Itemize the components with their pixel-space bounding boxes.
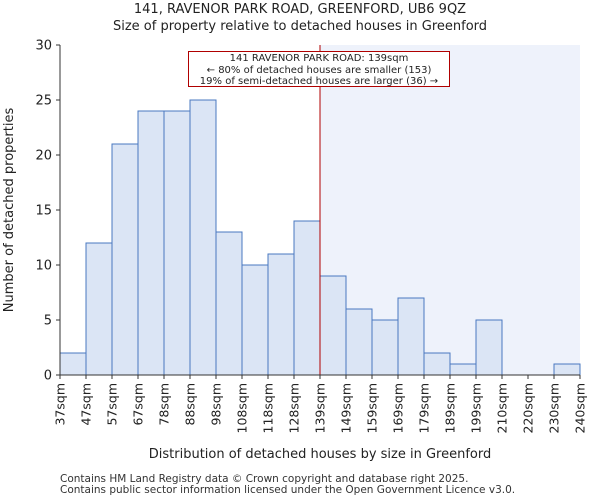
x-tick-label: 67sqm (131, 383, 146, 426)
annotation-line-2: ← 80% of detached houses are smaller (15… (206, 64, 432, 76)
bar-128sqm (293, 220, 321, 376)
footer-line-1: Contains HM Land Registry data © Crown c… (60, 473, 469, 485)
bar-159sqm (371, 319, 399, 376)
bar-98sqm (215, 231, 243, 376)
x-tick-label: 230sqm (547, 383, 562, 433)
bar-108sqm (241, 264, 269, 376)
x-tick-label: 199sqm (469, 383, 484, 433)
x-tick-label: 118sqm (261, 383, 276, 433)
x-tick-label: 57sqm (105, 383, 120, 426)
x-tick-label: 220sqm (521, 383, 536, 433)
y-tick-label: 10 (35, 259, 52, 274)
y-tick-label: 20 (35, 149, 52, 164)
bar-78sqm (163, 110, 191, 376)
annotation-line-3: 19% of semi-detached houses are larger (… (199, 76, 439, 87)
x-tick-label: 108sqm (235, 383, 250, 433)
footer-line-2: Contains public sector information licen… (60, 484, 516, 496)
bar-189sqm (449, 363, 477, 376)
x-tick-label: 169sqm (391, 383, 406, 433)
x-tick-label: 37sqm (53, 383, 68, 426)
x-tick-label: 78sqm (157, 383, 172, 426)
histogram-chart: 0 5 10 15 20 25 30 37sqm 47sqm 57sqm 67sqm 78sqm 88… (2, 39, 588, 463)
bar-139sqm (319, 275, 347, 376)
x-tick-label: 240sqm (573, 383, 588, 433)
chart-title: 141, RAVENOR PARK ROAD, GREENFORD, UB6 9… (133, 2, 467, 17)
bar-67sqm (137, 110, 165, 376)
chart-subtitle: Size of property relative to detached ho… (112, 19, 488, 34)
x-tick-label: 98sqm (209, 383, 224, 426)
annotation-line-1: 141 RAVENOR PARK ROAD: 139sqm (229, 53, 409, 64)
bar-149sqm (345, 308, 373, 376)
annotation-box: 141 RAVENOR PARK ROAD: 139sqm ← 80% of d… (188, 51, 450, 87)
x-tick-label: 179sqm (417, 383, 432, 433)
x-tick-label: 128sqm (287, 383, 302, 433)
bar-179sqm (423, 352, 451, 376)
x-tick-label: 149sqm (339, 383, 354, 433)
x-tick-label: 88sqm (183, 383, 198, 426)
y-tick-label: 5 (44, 314, 52, 329)
bar-37sqm (59, 352, 87, 376)
x-tick-label: 139sqm (313, 383, 328, 433)
x-axis-label: Distribution of detached houses by size … (149, 447, 492, 462)
x-tick-label: 159sqm (365, 383, 380, 433)
bar-118sqm (267, 253, 295, 376)
bar-169sqm (397, 297, 425, 376)
y-tick-label: 30 (35, 39, 52, 54)
x-tick-label: 47sqm (79, 383, 94, 426)
y-tick-label: 0 (44, 369, 52, 384)
bar-199sqm (475, 319, 503, 376)
bar-230sqm (553, 363, 581, 376)
bar-88sqm (189, 99, 217, 376)
y-tick-label: 25 (35, 94, 52, 109)
bar-47sqm (85, 242, 113, 376)
x-tick-label: 210sqm (495, 383, 510, 433)
bar-57sqm (111, 143, 139, 376)
y-axis-label: Number of detached properties (2, 108, 17, 313)
x-tick-label: 189sqm (443, 383, 458, 433)
y-tick-label: 15 (35, 204, 52, 219)
